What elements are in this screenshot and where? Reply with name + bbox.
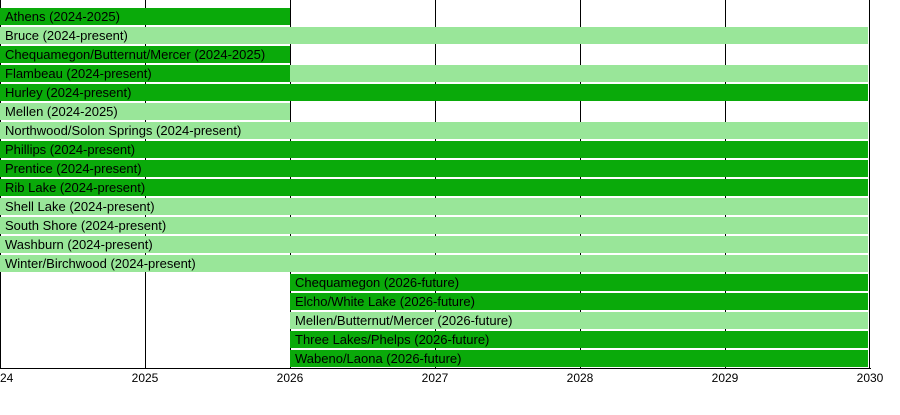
timeline-row-label: Chequamegon (2026-future) bbox=[295, 275, 460, 290]
timeline-bar-segment bbox=[0, 179, 868, 196]
axis-tick-label-2025: 2025 bbox=[131, 371, 159, 385]
timeline-bar-segment bbox=[290, 331, 868, 348]
timeline-row-label: Hurley (2024-present) bbox=[5, 85, 132, 100]
timeline-row-label: Athens (2024-2025) bbox=[5, 9, 120, 24]
timeline-row-label: Bruce (2024-present) bbox=[5, 28, 128, 43]
timeline-bar-segment bbox=[0, 236, 868, 253]
timeline-bar-segment bbox=[0, 122, 868, 139]
timeline-bar-segment bbox=[290, 274, 868, 291]
axis-tick-label-2028: 2028 bbox=[566, 371, 594, 385]
timeline-bar-segment bbox=[290, 350, 868, 367]
timeline-row-label: Prentice (2024-present) bbox=[5, 161, 142, 176]
timeline-row-label: Rib Lake (2024-present) bbox=[5, 180, 146, 195]
axis-tick-label-2024: 2024 bbox=[0, 371, 14, 385]
timeline-bar-segment bbox=[0, 46, 290, 63]
timeline-bar-segment bbox=[0, 8, 290, 25]
timeline-bar-segment bbox=[290, 293, 868, 310]
timeline-bar-segment bbox=[0, 141, 868, 158]
timeline-bar-segment bbox=[0, 84, 868, 101]
timeline-bar-segment bbox=[0, 27, 868, 44]
timeline-bar-segment bbox=[290, 65, 868, 82]
timeline-row-label: Phillips (2024-present) bbox=[5, 142, 136, 157]
timeline-row-label: Northwood/Solon Springs (2024-present) bbox=[5, 123, 242, 138]
timeline-row-label: Washburn (2024-present) bbox=[5, 237, 153, 252]
timeline-row-label: Flambeau (2024-present) bbox=[5, 66, 152, 81]
timeline-bar-segment bbox=[0, 160, 868, 177]
timeline-bar-segment bbox=[290, 312, 868, 329]
year-gridline-2030 bbox=[869, 0, 870, 368]
timeline-row-label: Wabeno/Laona (2026-future) bbox=[295, 351, 462, 366]
axis-tick-label-2030: 2030 bbox=[856, 371, 884, 385]
timeline-row-label: Chequamegon/Butternut/Mercer (2024-2025) bbox=[5, 47, 266, 62]
timeline-row-label: Three Lakes/Phelps (2026-future) bbox=[295, 332, 490, 347]
timeline-bar-segment bbox=[0, 103, 290, 120]
timeline-bar-segment bbox=[0, 198, 868, 215]
timeline-row-label: Mellen/Butternut/Mercer (2026-future) bbox=[295, 313, 513, 328]
axis-tick-label-2027: 2027 bbox=[421, 371, 449, 385]
axis-tick-label-2026: 2026 bbox=[276, 371, 304, 385]
x-axis-line bbox=[0, 368, 871, 369]
timeline-row-label: Shell Lake (2024-present) bbox=[5, 199, 155, 214]
timeline-row-label: South Shore (2024-present) bbox=[5, 218, 167, 233]
timeline-row-label: Mellen (2024-2025) bbox=[5, 104, 118, 119]
timeline-row-label: Winter/Birchwood (2024-present) bbox=[5, 256, 196, 271]
timeline-row-label: Elcho/White Lake (2026-future) bbox=[295, 294, 475, 309]
timeline-bar-segment bbox=[0, 217, 868, 234]
axis-tick-label-2029: 2029 bbox=[711, 371, 739, 385]
timeline-bar-segment bbox=[0, 65, 290, 82]
timeline-bar-segment bbox=[0, 255, 868, 272]
